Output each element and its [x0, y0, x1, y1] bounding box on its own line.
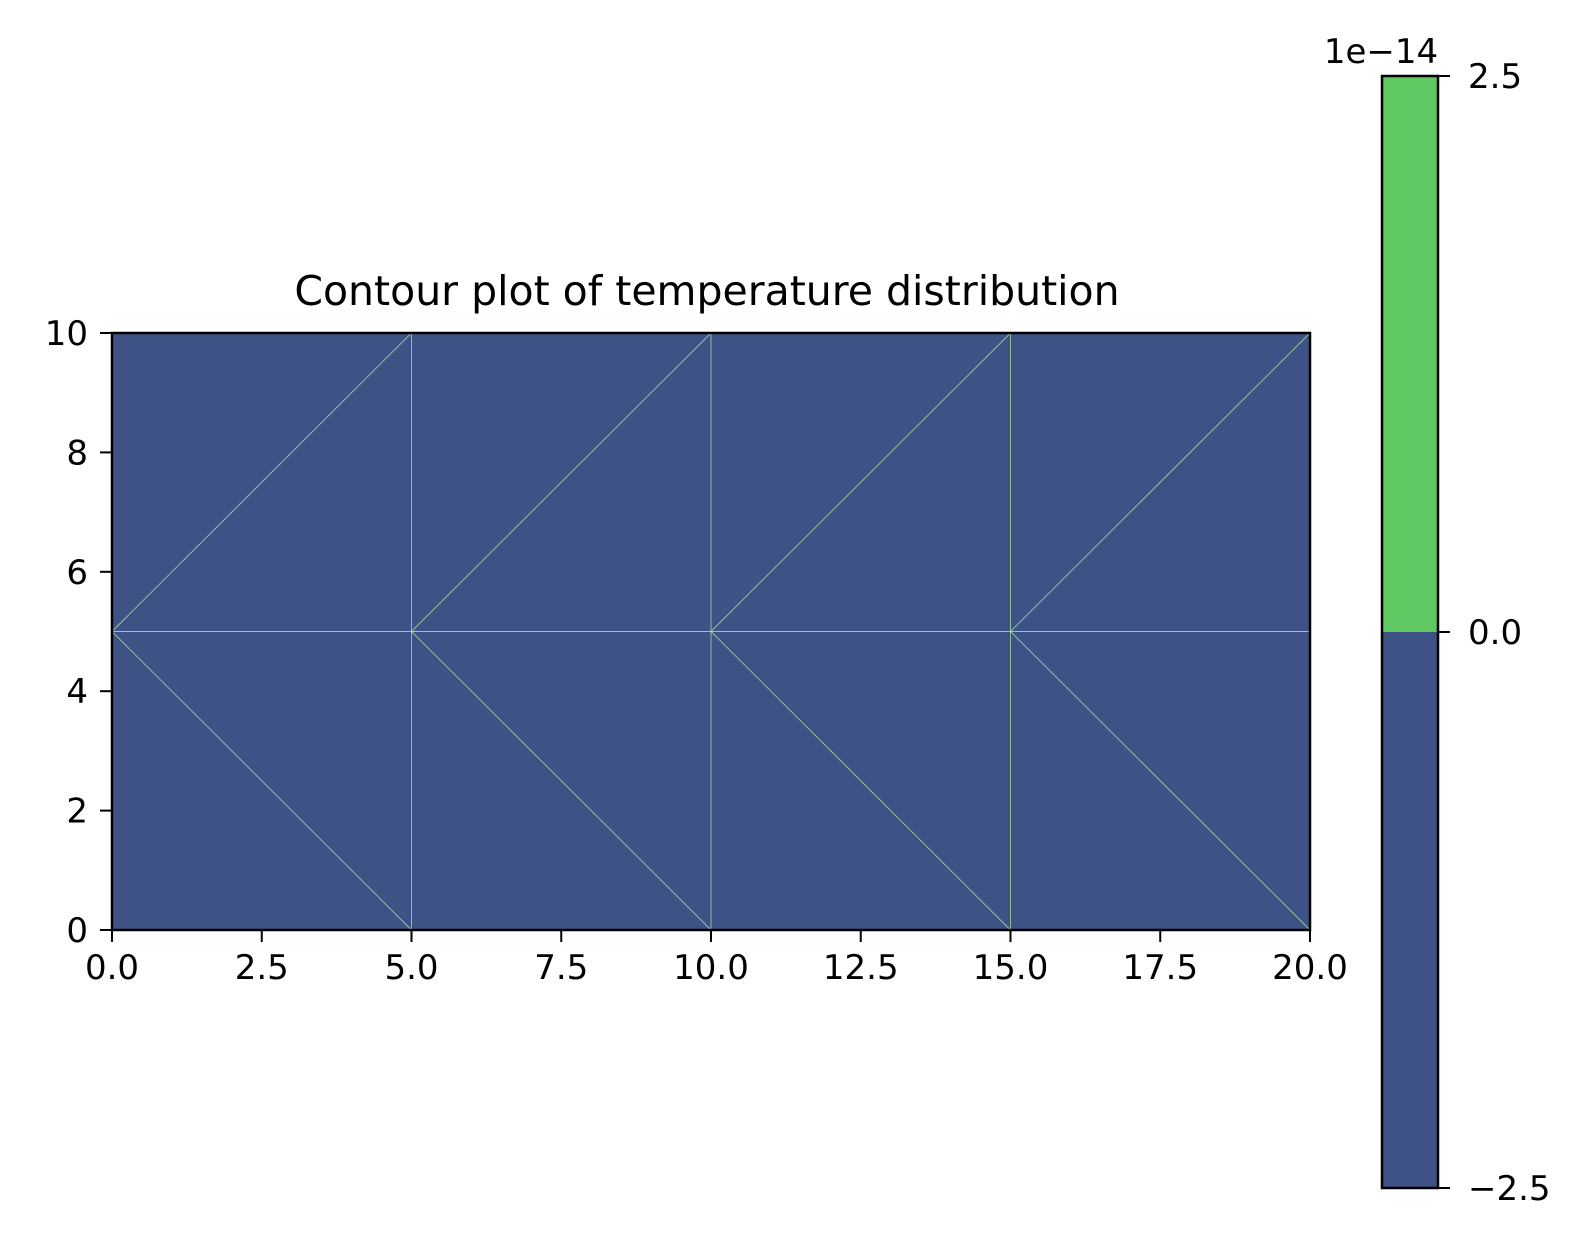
mesh-line-diagonal: [111, 631, 412, 931]
chart-title: Contour plot of temperature distribution: [294, 267, 1119, 315]
mesh-line-diagonal: [1010, 332, 1311, 632]
x-tick-label: 5.0: [384, 948, 438, 988]
y-tick-label: 6: [66, 553, 88, 593]
colorbar-tick-label: 2.5: [1468, 57, 1522, 97]
mesh-line-diagonal: [411, 332, 712, 632]
colorbar-band: [1382, 76, 1438, 632]
y-tick-label: 4: [66, 672, 88, 712]
x-tick-label: 12.5: [823, 948, 899, 988]
x-tick-label: 0.0: [85, 948, 139, 988]
mesh-line-diagonal: [1010, 631, 1311, 931]
mesh-line-diagonal: [710, 631, 1011, 931]
colorbar-offset-label: 1e−14: [1324, 32, 1438, 72]
mesh-line-diagonal: [111, 332, 412, 632]
colorbar-band: [1382, 632, 1438, 1188]
x-axis: 0.0 2.5 5.0 7.5 10.0 12.5 15.0 17.5 20.0: [85, 930, 1348, 988]
mesh-line-diagonal: [710, 332, 1011, 632]
colorbar-tick-label: 0.0: [1468, 613, 1522, 653]
x-tick-label: 2.5: [235, 948, 289, 988]
x-tick-label: 10.0: [673, 948, 749, 988]
y-tick-label: 0: [66, 911, 88, 951]
x-tick-label: 20.0: [1272, 948, 1348, 988]
mesh-line-diagonal: [411, 631, 712, 931]
y-tick-label: 8: [66, 433, 88, 473]
colorbar-tick-label: −2.5: [1468, 1169, 1551, 1209]
y-axis: 0 2 4 6 8 10: [45, 314, 112, 951]
y-tick-label: 2: [66, 792, 88, 832]
x-tick-label: 17.5: [1122, 948, 1198, 988]
x-tick-label: 7.5: [534, 948, 588, 988]
colorbar: 2.5 0.0 −2.5: [1380, 57, 1551, 1209]
x-tick-label: 15.0: [973, 948, 1049, 988]
y-tick-label: 10: [45, 314, 88, 354]
